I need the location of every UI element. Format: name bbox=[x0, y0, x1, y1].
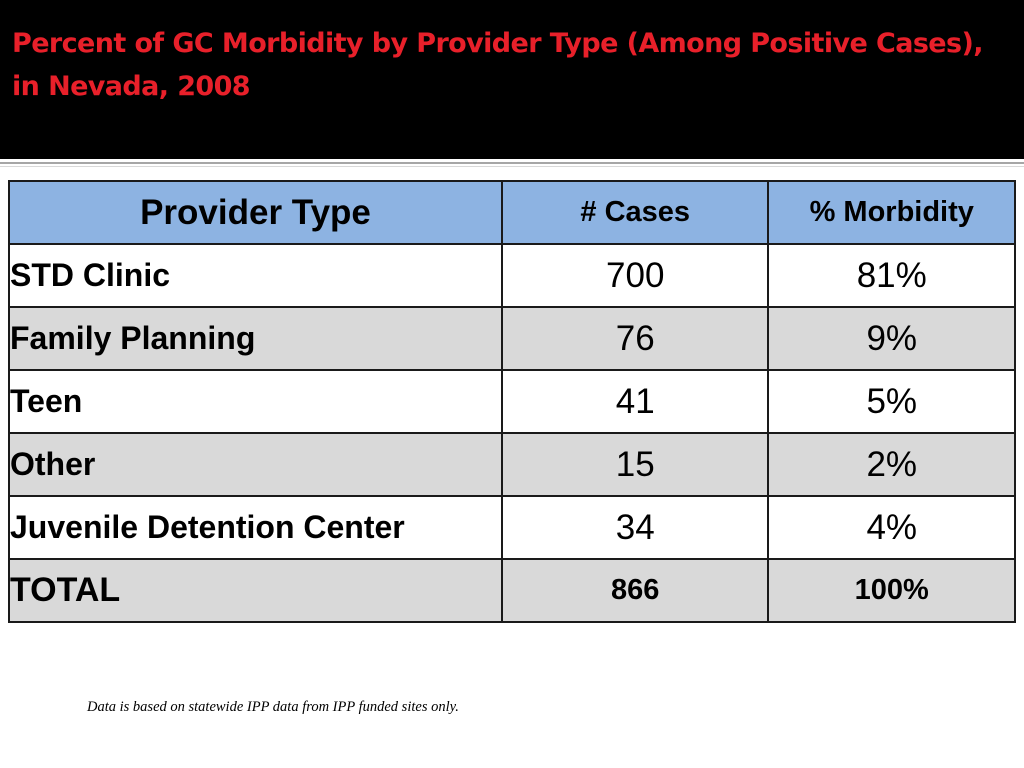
total-label: TOTAL bbox=[8, 558, 503, 623]
title-band: Percent of GC Morbidity by Provider Type… bbox=[0, 0, 1024, 159]
header-provider-type: Provider Type bbox=[8, 180, 503, 245]
row-morbidity: 9% bbox=[767, 306, 1016, 371]
header-morbidity: % Morbidity bbox=[767, 180, 1016, 245]
slide-title: Percent of GC Morbidity by Provider Type… bbox=[12, 28, 983, 102]
title-divider-secondary bbox=[0, 166, 1024, 167]
morbidity-table: Provider Type # Cases % Morbidity STD Cl… bbox=[8, 180, 1016, 623]
total-morbidity: 100% bbox=[767, 558, 1016, 623]
row-morbidity: 4% bbox=[767, 495, 1016, 560]
table-row: STD Clinic 700 81% bbox=[8, 243, 1016, 308]
header-cases: # Cases bbox=[500, 180, 770, 245]
footnote: Data is based on statewide IPP data from… bbox=[87, 699, 459, 715]
row-morbidity: 5% bbox=[767, 369, 1016, 434]
table-row: Family Planning 76 9% bbox=[8, 306, 1016, 371]
row-morbidity: 81% bbox=[767, 243, 1016, 308]
title-divider bbox=[0, 162, 1024, 164]
table-header-row: Provider Type # Cases % Morbidity bbox=[8, 180, 1016, 245]
table-total-row: TOTAL 866 100% bbox=[8, 558, 1016, 623]
row-provider: Family Planning bbox=[8, 306, 503, 371]
table-row: Teen 41 5% bbox=[8, 369, 1016, 434]
row-provider: Juvenile Detention Center bbox=[8, 495, 503, 560]
row-morbidity: 2% bbox=[767, 432, 1016, 497]
table-row: Other 15 2% bbox=[8, 432, 1016, 497]
row-cases: 34 bbox=[500, 495, 770, 560]
row-provider: Teen bbox=[8, 369, 503, 434]
row-provider: STD Clinic bbox=[8, 243, 503, 308]
total-cases: 866 bbox=[500, 558, 770, 623]
row-cases: 76 bbox=[500, 306, 770, 371]
row-cases: 700 bbox=[500, 243, 770, 308]
row-provider: Other bbox=[8, 432, 503, 497]
row-cases: 15 bbox=[500, 432, 770, 497]
table-row: Juvenile Detention Center 34 4% bbox=[8, 495, 1016, 560]
row-cases: 41 bbox=[500, 369, 770, 434]
